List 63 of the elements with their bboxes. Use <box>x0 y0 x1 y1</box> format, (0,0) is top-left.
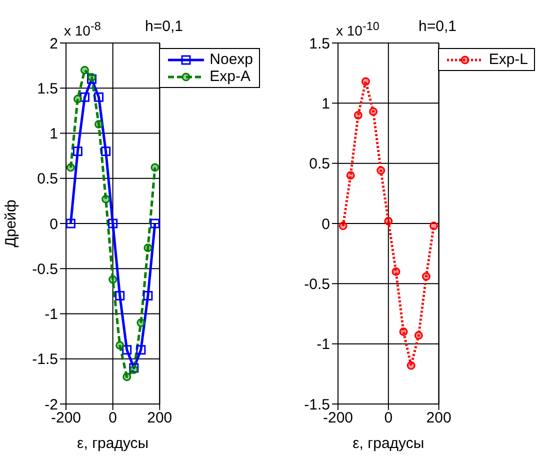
point <box>406 361 416 370</box>
y-tick-label: 1.5 <box>309 35 330 52</box>
point <box>150 163 160 172</box>
x-tick-label: 0 <box>384 410 393 427</box>
point <box>392 267 400 276</box>
point <box>346 171 355 180</box>
legend-label: Exp-A <box>210 68 250 85</box>
text: x 10$^{-8}$ <box>64 20 101 39</box>
point <box>361 77 370 86</box>
y-tick-label: -0.5 <box>304 276 330 293</box>
point <box>150 218 160 228</box>
point <box>115 290 125 300</box>
y-tick-label: 0.5 <box>309 156 330 173</box>
y-tick-label: -1 <box>44 306 58 324</box>
y-tick-label: 0 <box>50 216 58 233</box>
point <box>143 290 153 300</box>
y-tick-label: -1 <box>316 336 330 354</box>
x-tick-label: 0 <box>108 410 117 427</box>
x-tick-label: 200 <box>426 410 452 427</box>
y-tick-label: -1.5 <box>32 351 58 368</box>
point <box>122 345 132 355</box>
point <box>122 372 132 382</box>
point <box>136 318 146 328</box>
point <box>144 244 152 252</box>
x-axis-title: ε, градусы <box>77 435 149 452</box>
point <box>94 92 104 102</box>
point <box>116 341 124 350</box>
point <box>102 194 110 204</box>
point <box>399 328 408 336</box>
point <box>66 163 75 172</box>
chart-title: h=0,1 <box>145 18 183 35</box>
point <box>369 107 378 116</box>
point <box>422 272 430 281</box>
point <box>384 216 393 226</box>
text: x 10$^{-10}$ <box>336 20 380 39</box>
y-tick-label: 1.5 <box>37 80 58 98</box>
legend-label: Noexp <box>210 51 253 68</box>
point <box>430 222 438 230</box>
point <box>80 92 90 102</box>
point <box>80 66 89 74</box>
point <box>376 166 386 175</box>
point <box>101 146 111 156</box>
point <box>73 94 82 104</box>
point <box>108 218 118 228</box>
y-tick-label: -0.5 <box>32 260 58 278</box>
point <box>354 110 362 120</box>
y-tick-label: 0.5 <box>37 170 58 188</box>
x-tick-label: 200 <box>147 410 172 427</box>
point <box>338 222 348 230</box>
y-tick-label: 1 <box>322 95 330 112</box>
point <box>108 275 118 284</box>
point <box>66 218 76 228</box>
y-tick-label: 2 <box>50 35 58 52</box>
y-axis-title: Дрейф <box>2 200 20 248</box>
y-tick-label: 0 <box>322 216 330 233</box>
point <box>94 120 104 128</box>
point <box>414 331 423 340</box>
legend-label: Exp-L <box>488 51 528 68</box>
x-axis-title: ε, градусы <box>352 435 424 452</box>
chart-title: h=0,1 <box>418 18 456 35</box>
point <box>136 345 146 355</box>
y-tick-label: 1 <box>50 126 58 143</box>
point <box>72 146 82 156</box>
